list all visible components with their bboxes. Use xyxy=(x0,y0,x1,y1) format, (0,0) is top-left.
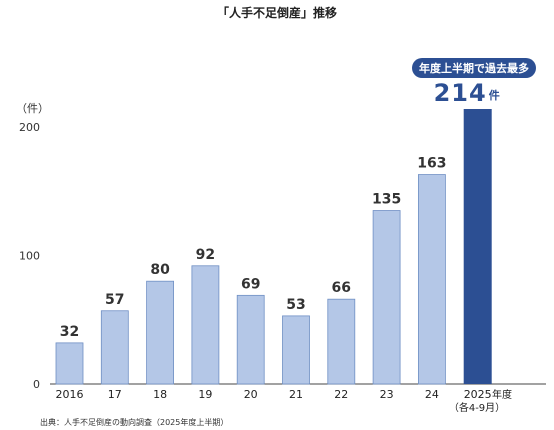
bar xyxy=(372,210,401,385)
x-tick-label: 19 xyxy=(198,388,212,401)
value-label: 135 xyxy=(372,192,401,208)
value-label: 66 xyxy=(332,280,351,296)
source-note: 出典：人手不足倒産の動向調査（2025年度上半期） xyxy=(40,417,228,427)
value-unit-label: 件 xyxy=(489,88,500,102)
highlight-period-note: （各4-9月） xyxy=(449,401,505,414)
callout-background xyxy=(412,58,536,78)
y-tick-label: 100 xyxy=(19,250,40,263)
y-axis-unit: （件） xyxy=(16,102,49,115)
chart-title: 「人手不足倒産」推移 xyxy=(217,5,337,20)
y-tick-label: 0 xyxy=(33,378,40,391)
value-label: 80 xyxy=(150,262,170,278)
x-axis-unit: 年度 xyxy=(492,388,512,401)
value-label: 92 xyxy=(196,247,215,263)
callout-badge: 年度上半期で過去最多 xyxy=(412,58,536,78)
x-tick-label: 17 xyxy=(108,388,122,401)
bars-group xyxy=(55,109,492,385)
value-label: 53 xyxy=(286,297,305,313)
value-label: 69 xyxy=(241,276,260,292)
value-label: 163 xyxy=(417,156,446,172)
x-tick-label: 21 xyxy=(289,388,303,401)
value-label: 57 xyxy=(105,292,124,308)
callout-text: 年度上半期で過去最多 xyxy=(419,61,529,75)
bar xyxy=(236,294,265,385)
x-tick-label: 20 xyxy=(244,388,258,401)
bar xyxy=(55,342,84,385)
value-label-highlight: 214 xyxy=(434,79,487,107)
x-tick-label: 2016 xyxy=(56,388,84,401)
bar xyxy=(417,174,446,385)
value-labels-group: 32 57 80 92 69 53 66 135 163 214 件 xyxy=(60,79,500,340)
x-tick-label: 24 xyxy=(425,388,439,401)
bar xyxy=(191,265,220,385)
x-tick-label: 2025 xyxy=(464,388,492,401)
y-axis-ticks: 0 100 200 xyxy=(19,121,40,391)
y-tick-label: 200 xyxy=(19,121,40,134)
bar-highlight xyxy=(463,109,492,384)
bar xyxy=(146,280,175,385)
x-tick-label: 22 xyxy=(334,388,348,401)
x-tick-label: 18 xyxy=(153,388,167,401)
bar xyxy=(327,298,356,385)
bar xyxy=(100,310,129,385)
bar xyxy=(282,315,310,385)
x-axis-ticks: 2016 17 18 19 20 21 22 23 24 2025 xyxy=(56,388,492,401)
x-tick-label: 23 xyxy=(380,388,394,401)
value-label: 32 xyxy=(60,324,79,340)
